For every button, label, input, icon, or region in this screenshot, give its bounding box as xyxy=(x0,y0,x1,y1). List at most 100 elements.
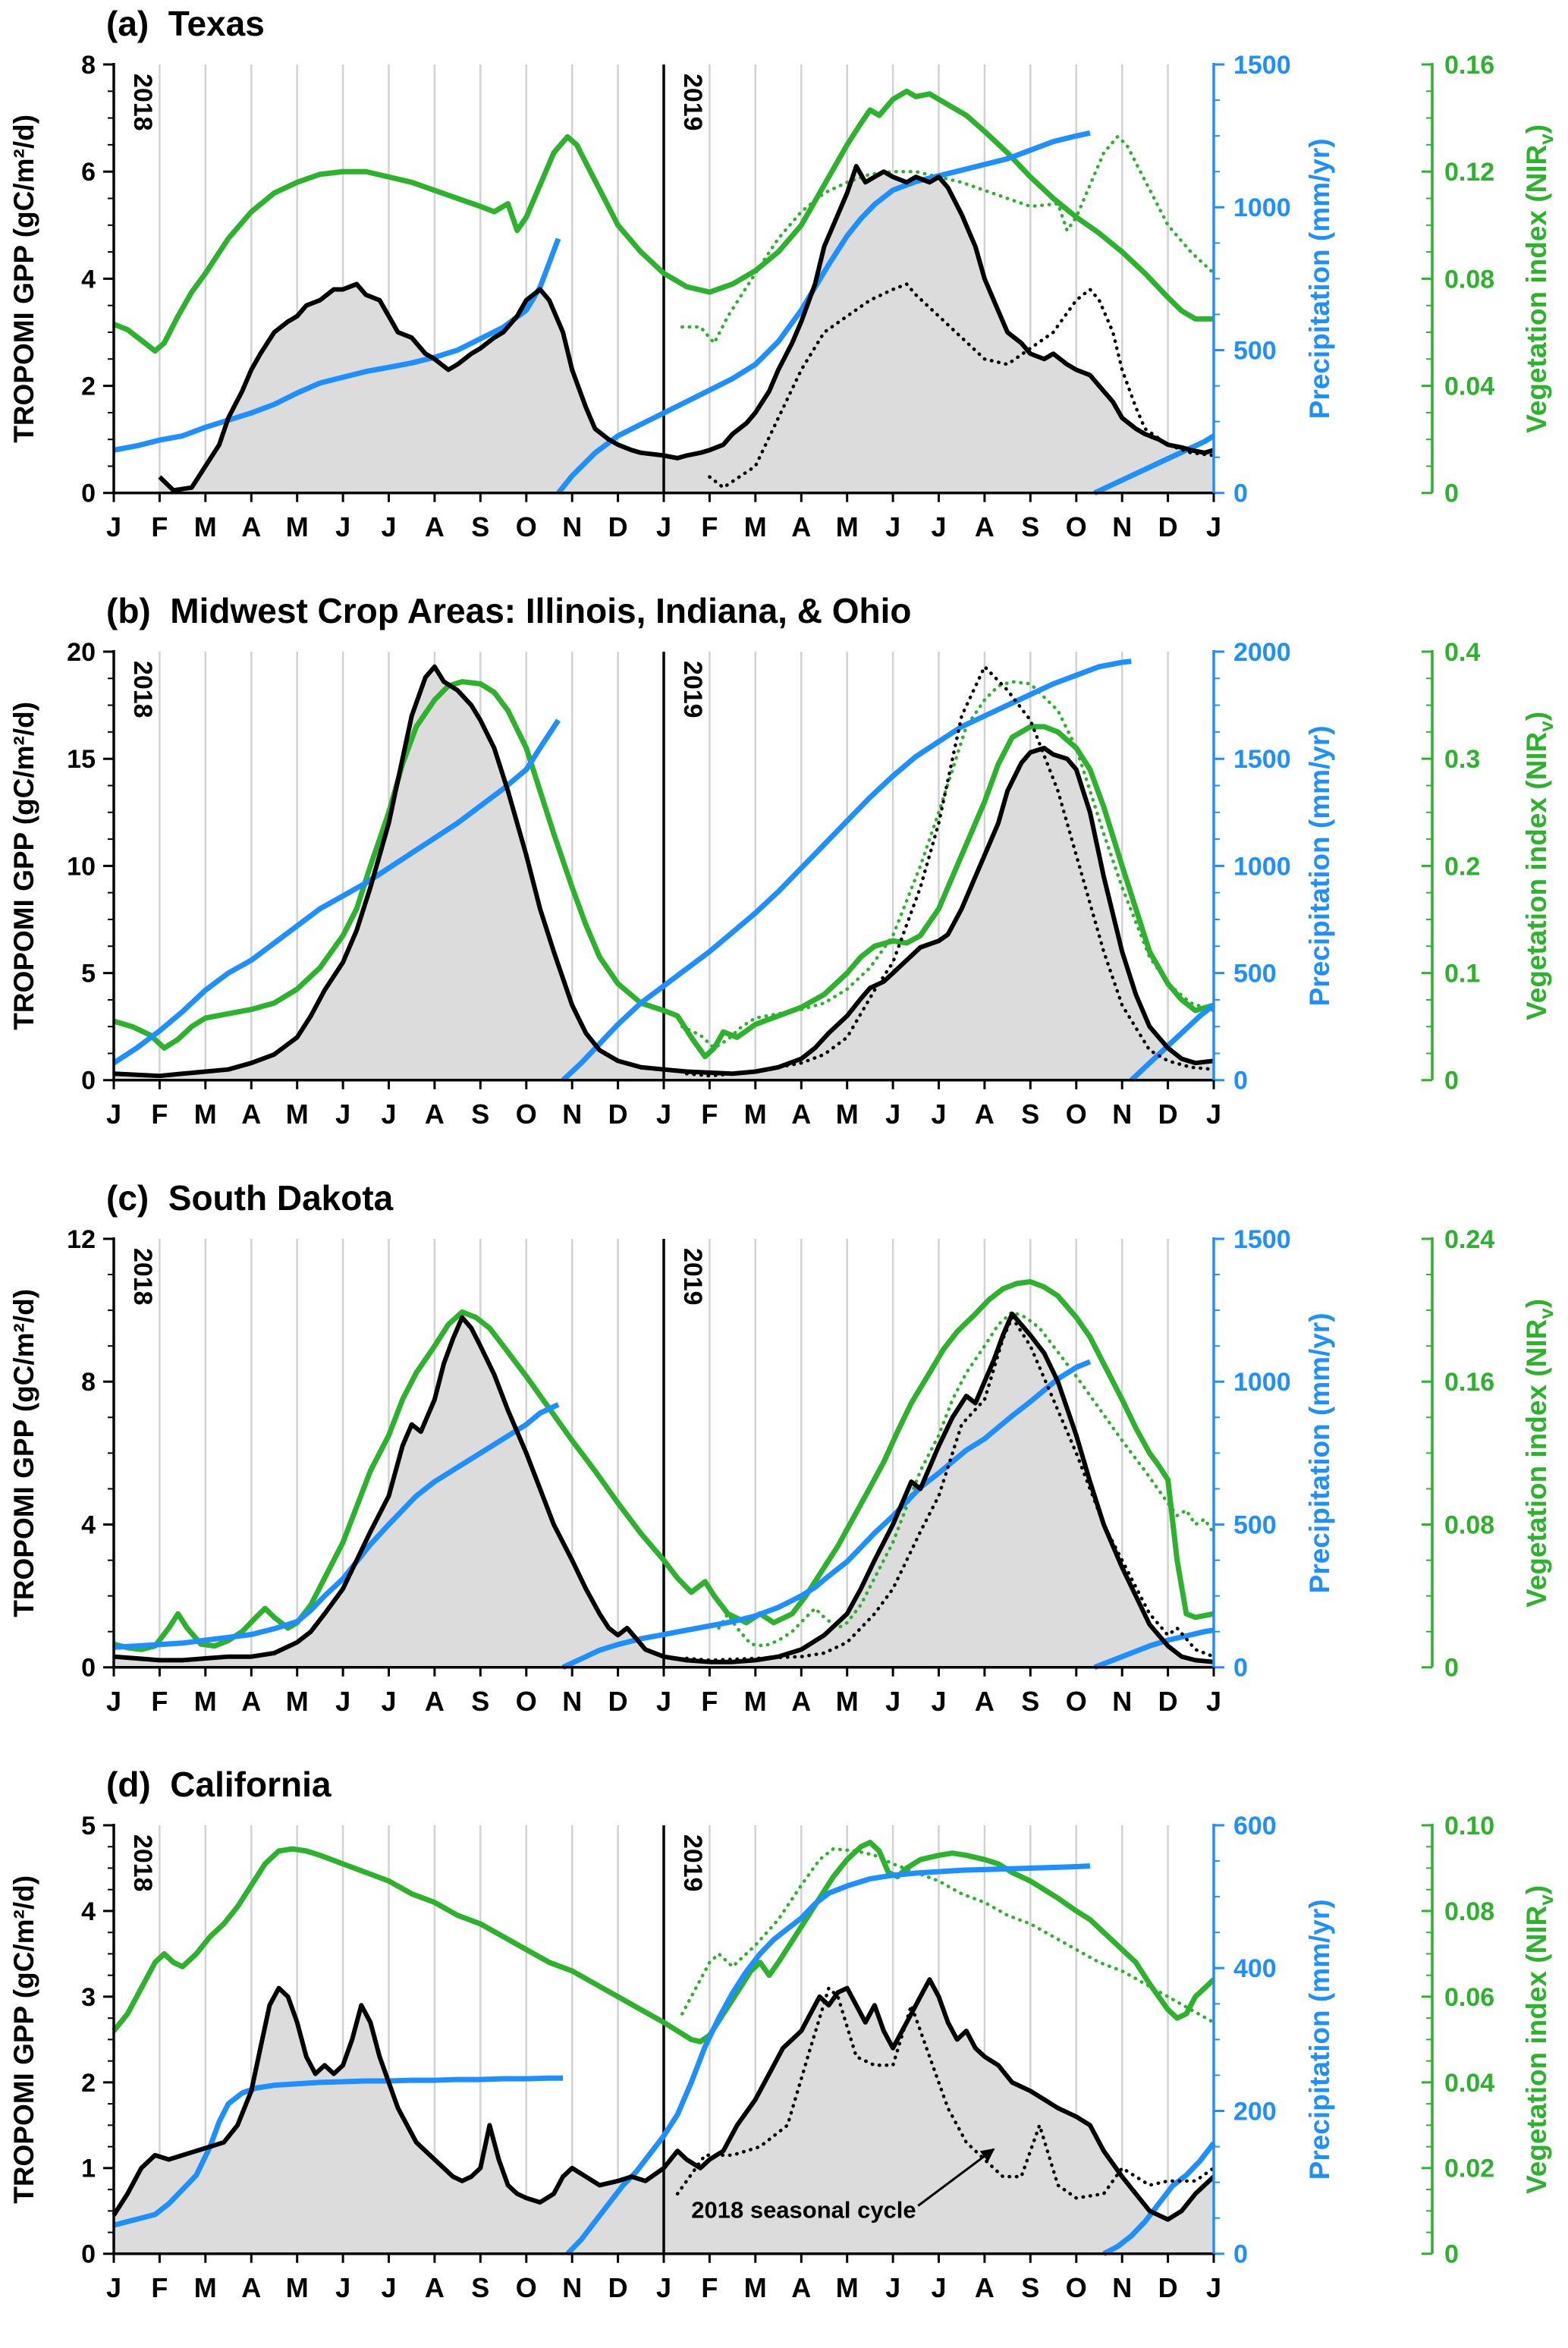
nirv-axis-label: Vegetation index (NIRv) xyxy=(1521,124,1557,433)
svg-text:1: 1 xyxy=(81,2155,96,2183)
svg-text:0: 0 xyxy=(1444,479,1459,508)
svg-text:TROPOMI GPP (gC/m²/d): TROPOMI GPP (gC/m²/d) xyxy=(8,702,39,1030)
precip-wy2019-line xyxy=(561,1359,1092,1670)
svg-text:F: F xyxy=(701,2272,718,2303)
nirv-line xyxy=(113,678,1214,1059)
svg-text:A: A xyxy=(791,1685,811,1716)
gpp-axis: 0 5 10 15 20 xyxy=(67,638,114,1095)
svg-text:5: 5 xyxy=(81,959,96,988)
precip-wy2020-line xyxy=(1102,2141,1216,2257)
svg-text:J: J xyxy=(335,1099,350,1130)
gpp-2018-seasonal-cycle-line xyxy=(675,1986,1216,2200)
gpp-axis-label: TROPOMI GPP (gC/m²/d) xyxy=(8,1875,39,2204)
svg-text:4: 4 xyxy=(81,1510,96,1539)
precip-axis: 0 500 1000 1500 xyxy=(1214,1224,1291,1682)
svg-text:F: F xyxy=(151,2272,168,2303)
svg-text:S: S xyxy=(471,1099,489,1130)
svg-text:0: 0 xyxy=(1444,1653,1459,1682)
svg-text:J: J xyxy=(106,2272,121,2303)
svg-text:M: M xyxy=(286,511,309,542)
precip-axis: 0 500 1000 1500 2000 xyxy=(1214,638,1291,1095)
svg-text:D: D xyxy=(1158,2272,1178,2303)
svg-text:8: 8 xyxy=(81,51,96,80)
precip-axis-label: Precipitation (mm/yr) xyxy=(1304,1312,1335,1593)
precip-wy2019-line xyxy=(561,658,1132,1083)
svg-text:2: 2 xyxy=(81,2069,96,2098)
nirv-axis-label: Vegetation index (NIRv) xyxy=(1521,1298,1557,1607)
svg-text:2019: 2019 xyxy=(678,1834,707,1892)
svg-text:J: J xyxy=(656,2272,671,2303)
svg-text:J: J xyxy=(885,2272,900,2303)
svg-text:F: F xyxy=(701,1685,718,1716)
svg-text:2: 2 xyxy=(81,372,96,401)
svg-text:0.24: 0.24 xyxy=(1444,1224,1494,1253)
svg-text:J: J xyxy=(1206,1099,1221,1130)
svg-text:J: J xyxy=(1206,1685,1221,1716)
precip-wy2020-line xyxy=(1093,433,1215,495)
nirv-axis: 0 0.08 0.16 0.24 xyxy=(1422,1224,1494,1682)
svg-text:A: A xyxy=(975,511,995,542)
svg-text:J: J xyxy=(381,1099,396,1130)
svg-text:F: F xyxy=(701,1099,718,1130)
svg-text:A: A xyxy=(425,1099,445,1130)
svg-text:5: 5 xyxy=(81,1812,96,1840)
svg-text:M: M xyxy=(744,2272,767,2303)
svg-text:F: F xyxy=(151,1685,168,1716)
svg-text:Precipitation (mm/yr): Precipitation (mm/yr) xyxy=(1304,725,1335,1006)
panel-b: (b) Midwest Crop Areas: Illinois, Indian… xyxy=(0,587,1568,1174)
nirv-line xyxy=(113,1278,1214,1652)
precip-axis: 0 500 1000 1500 xyxy=(1214,51,1291,508)
precip-axis: 0 200 400 600 xyxy=(1214,1812,1277,2269)
panel-d-title: (d) California xyxy=(106,1765,332,1805)
svg-text:J: J xyxy=(656,511,671,542)
panel-d: (d) California 0 1 2 3 4 5 0 200 400 600 0 0.02 0.04… xyxy=(0,1761,1568,2348)
svg-text:S: S xyxy=(471,2272,489,2303)
svg-text:S: S xyxy=(471,1685,489,1716)
svg-text:2000: 2000 xyxy=(1233,638,1291,667)
svg-text:0: 0 xyxy=(81,1066,96,1095)
nirv-axis: 0 0.04 0.08 0.12 0.16 xyxy=(1422,51,1494,508)
svg-text:M: M xyxy=(744,1685,767,1716)
svg-text:200: 200 xyxy=(1233,2098,1277,2126)
svg-text:0.10: 0.10 xyxy=(1444,1812,1494,1840)
svg-text:0: 0 xyxy=(81,1653,96,1682)
svg-text:12: 12 xyxy=(67,1224,96,1253)
gpp-2018-seasonal-cycle-line xyxy=(708,282,1216,489)
svg-text:1000: 1000 xyxy=(1233,193,1291,222)
svg-text:20: 20 xyxy=(67,638,96,667)
svg-text:J: J xyxy=(1206,2272,1221,2303)
svg-text:2019: 2019 xyxy=(678,1247,707,1305)
svg-text:A: A xyxy=(975,1685,995,1716)
svg-text:D: D xyxy=(1158,511,1178,542)
svg-text:J: J xyxy=(885,1099,900,1130)
svg-text:A: A xyxy=(241,511,261,542)
svg-text:J: J xyxy=(335,1685,350,1716)
svg-text:Vegetation index (NIRv): Vegetation index (NIRv) xyxy=(1521,1885,1557,2194)
svg-text:J: J xyxy=(106,1099,121,1130)
svg-text:M: M xyxy=(194,1685,217,1716)
svg-text:M: M xyxy=(286,2272,309,2303)
svg-text:D: D xyxy=(1158,1099,1178,1130)
svg-text:Vegetation index (NIRv): Vegetation index (NIRv) xyxy=(1521,124,1557,433)
svg-text:J: J xyxy=(931,2272,946,2303)
svg-text:8: 8 xyxy=(81,1368,96,1397)
svg-text:M: M xyxy=(194,511,217,542)
svg-text:J: J xyxy=(931,511,946,542)
gpp-area-fill xyxy=(159,166,1214,493)
svg-text:D: D xyxy=(1158,1685,1178,1716)
year-labels: 2018 2019 xyxy=(128,1247,707,1305)
nirv-axis: 0 0.02 0.04 0.06 0.08 0.10 xyxy=(1422,1812,1494,2269)
svg-text:0.02: 0.02 xyxy=(1444,2155,1494,2183)
svg-text:O: O xyxy=(1066,1099,1087,1130)
svg-text:4: 4 xyxy=(81,265,96,294)
svg-text:J: J xyxy=(335,2272,350,2303)
svg-text:M: M xyxy=(836,511,859,542)
svg-text:N: N xyxy=(562,2272,582,2303)
svg-text:Precipitation (mm/yr): Precipitation (mm/yr) xyxy=(1304,1312,1335,1593)
svg-text:J: J xyxy=(885,1685,900,1716)
svg-text:0: 0 xyxy=(1233,1653,1248,1682)
